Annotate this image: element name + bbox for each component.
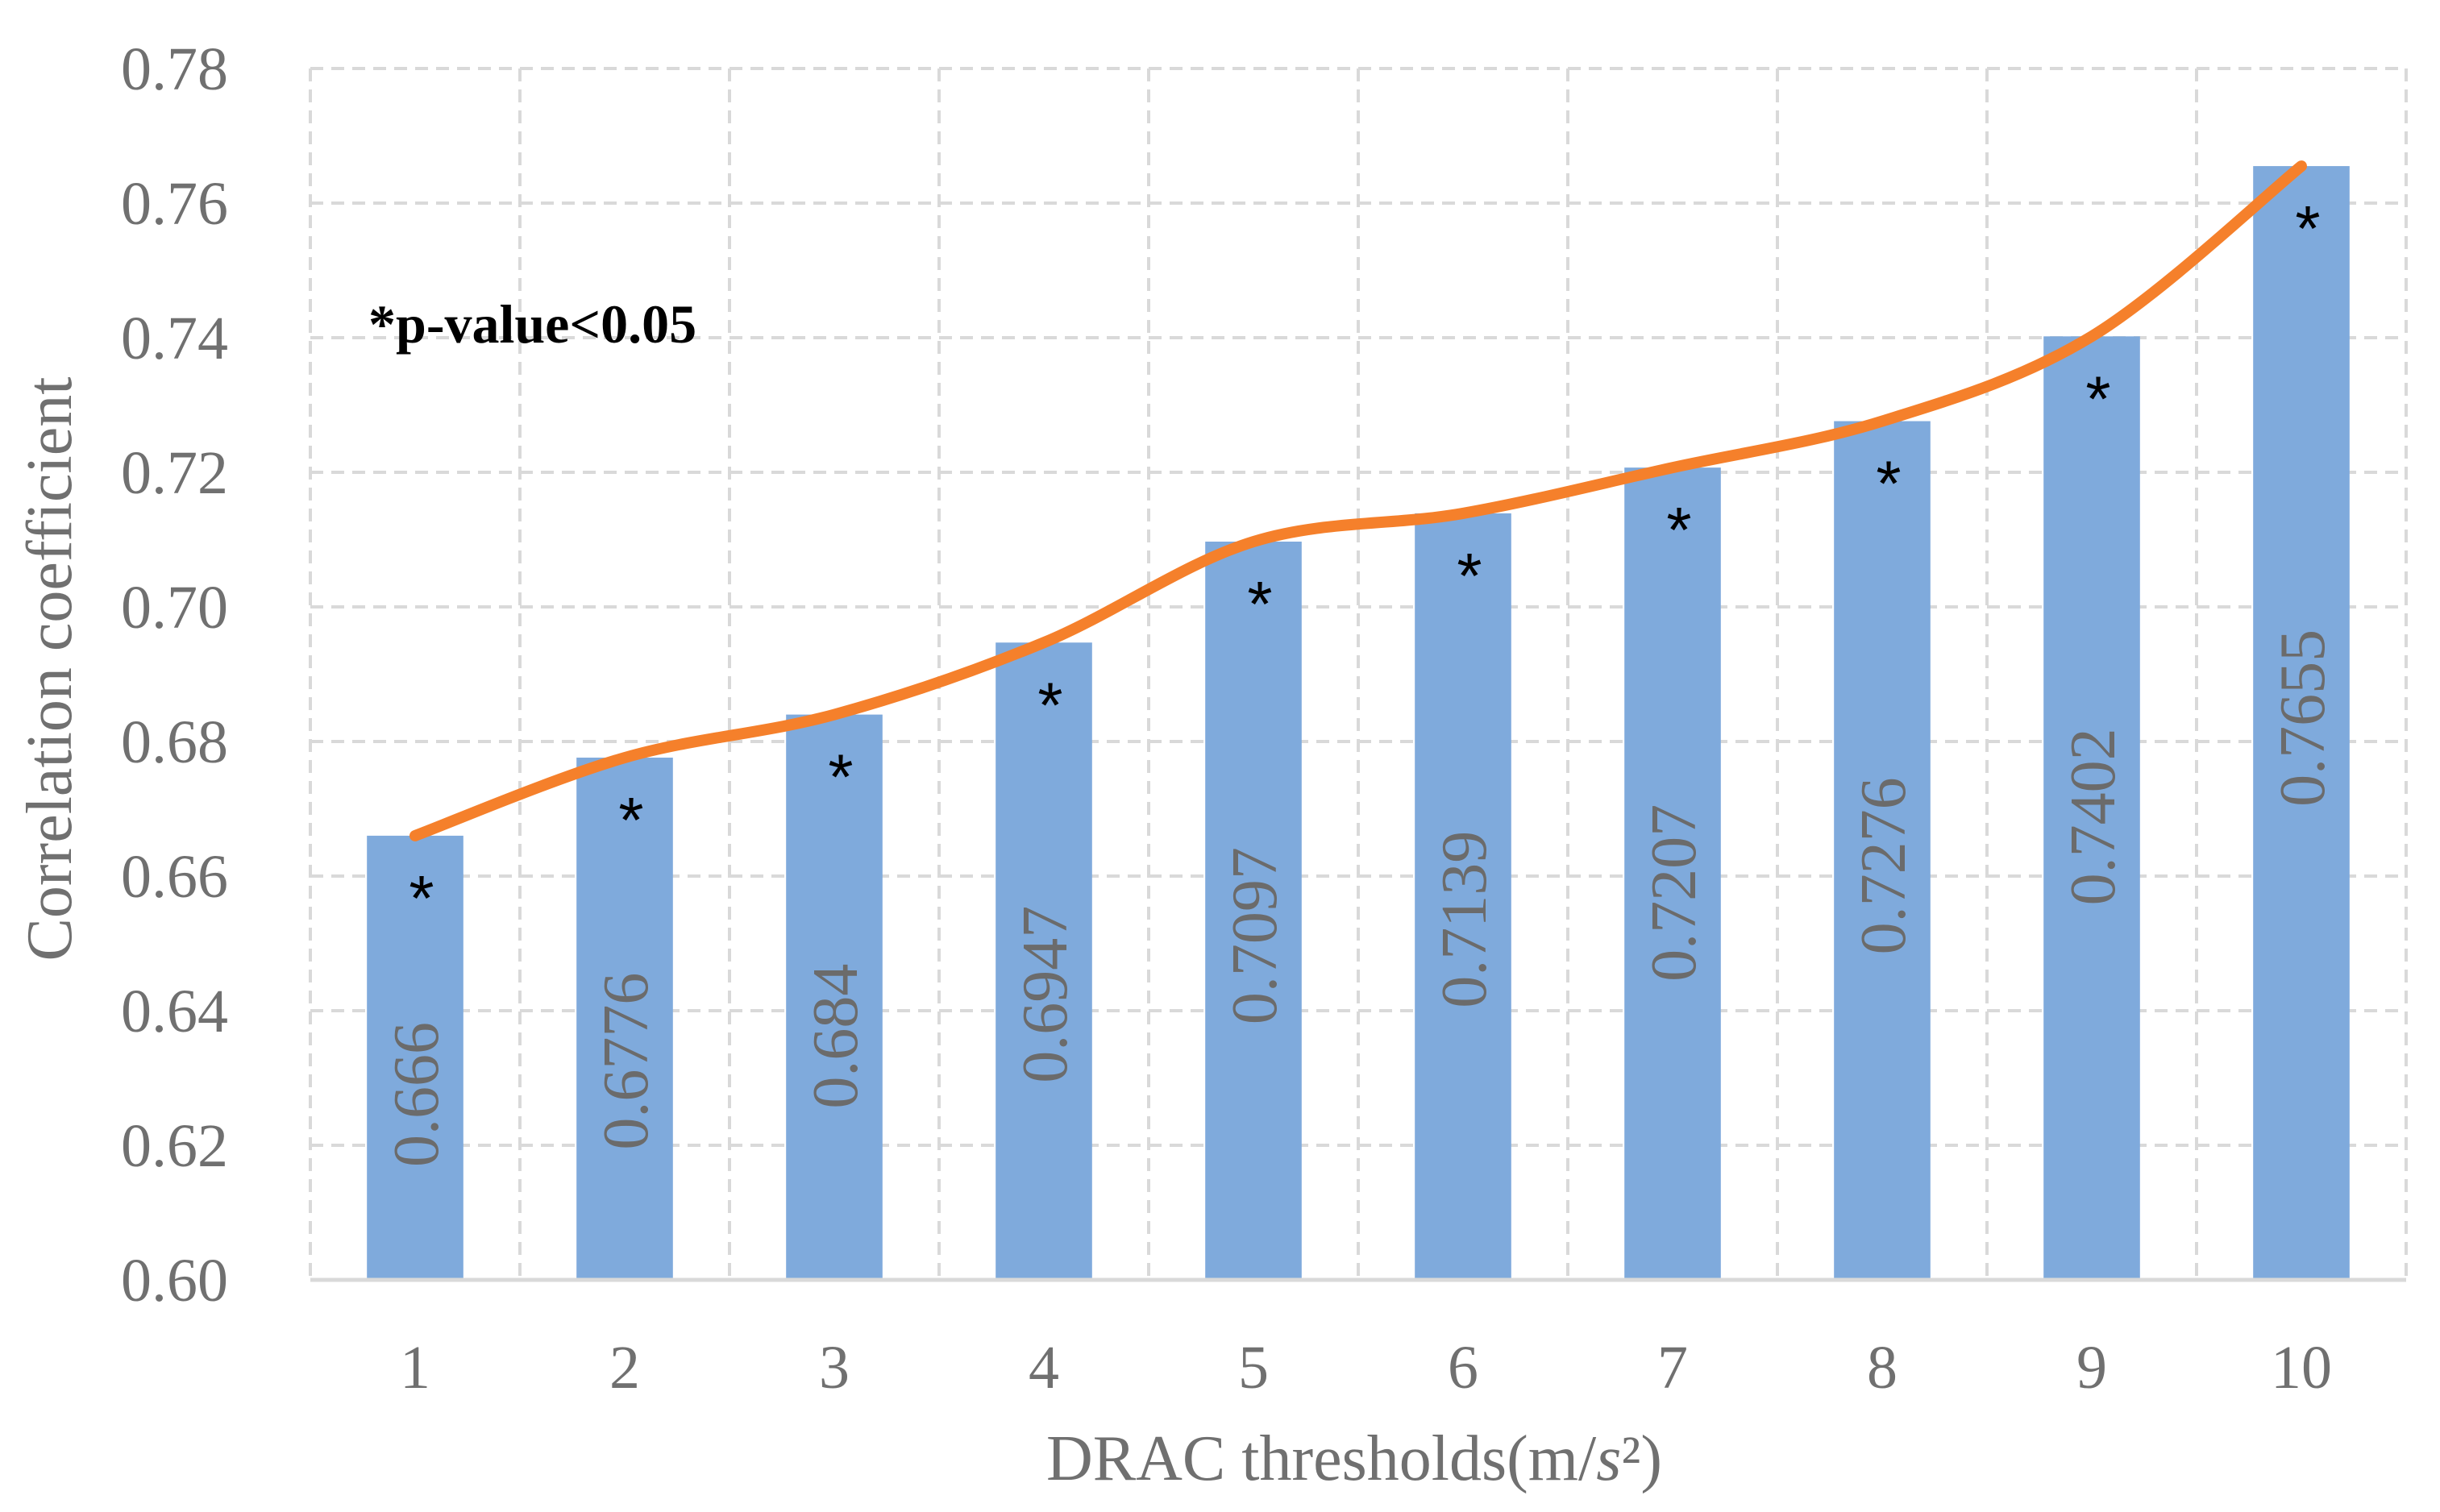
bar-data-label: 0.684: [800, 964, 871, 1109]
data-labels: 0.666 * 0.6776 * 0.684 * 0.6947 * 0.7097 * 0.7139 *…: [381, 193, 2338, 1167]
bar-data-label: 0.7139: [1429, 831, 1500, 1008]
bar: [786, 714, 883, 1280]
significance-star: *: [1247, 568, 1272, 640]
significance-star: *: [1666, 494, 1691, 566]
significance-star: *: [1876, 448, 1901, 520]
y-tick-label: 0.76: [121, 170, 228, 238]
y-tick-label: 0.74: [121, 305, 228, 372]
bar: [1834, 421, 1931, 1280]
significance-star: *: [1037, 669, 1062, 741]
significance-star: *: [1457, 540, 1482, 612]
y-tick-label: 0.70: [121, 574, 228, 642]
x-tick-label: 4: [1029, 1334, 1059, 1402]
x-axis-title: DRAC thresholds(m/s²): [1046, 1423, 1662, 1494]
significance-star: *: [2085, 363, 2110, 434]
x-tick-label: 7: [1657, 1334, 1688, 1402]
bar-data-label: 0.7276: [1848, 777, 1919, 954]
bar-data-label: 0.7655: [2267, 629, 2338, 807]
bar: [2043, 336, 2140, 1281]
x-axis-title-italic: s: [1596, 1423, 1621, 1494]
x-tick-label: 10: [2271, 1334, 2332, 1402]
x-tick-label: 8: [1867, 1334, 1898, 1402]
bar-data-label: 0.6947: [1010, 906, 1081, 1083]
bars: [367, 166, 2350, 1281]
bar: [1205, 542, 1302, 1280]
x-tick-label: 2: [609, 1334, 640, 1402]
trend-line: [409, 160, 2307, 841]
bar: [1624, 467, 1721, 1280]
bar: [576, 758, 673, 1280]
trend-line-layer: [409, 160, 2307, 841]
significance-star: *: [618, 784, 643, 856]
y-tick-label: 0.72: [121, 439, 228, 507]
bar: [1415, 513, 1511, 1280]
y-tick-label: 0.62: [121, 1112, 228, 1180]
x-tick-label: 6: [1448, 1334, 1478, 1402]
y-axis-title: Correlation coefficient: [15, 377, 85, 962]
x-tick-label: 1: [400, 1334, 430, 1402]
y-tick-label: 0.78: [121, 35, 228, 103]
bar-data-label: 0.6776: [591, 973, 662, 1150]
x-tick-label: 9: [2076, 1334, 2107, 1402]
axes: 0.60 0.62 0.64 0.66 0.68 0.70 0.72 0.74 0.76 0.78…: [121, 35, 2406, 1402]
y-tick-label: 0.60: [121, 1247, 228, 1315]
y-tick-label: 0.64: [121, 978, 228, 1045]
significance-star: *: [828, 741, 853, 813]
bar-data-label: 0.7207: [1639, 804, 1710, 982]
x-tick-label: 5: [1238, 1334, 1269, 1402]
y-tick-label: 0.66: [121, 843, 228, 911]
significance-star: *: [409, 862, 434, 934]
x-axis-title-prefix: DRAC thresholds(m/: [1046, 1423, 1597, 1494]
y-tick-label: 0.68: [121, 708, 228, 776]
bar: [996, 642, 1092, 1280]
bar-data-label: 0.7097: [1220, 847, 1291, 1024]
x-tick-label: 3: [819, 1334, 850, 1402]
bar: [2253, 166, 2350, 1281]
significance-annotation: *p-value<0.05: [368, 293, 696, 355]
bar: [367, 835, 463, 1280]
bar-data-label: 0.666: [381, 1022, 452, 1167]
bar-data-label: 0.7402: [2058, 728, 2129, 905]
x-axis-title-suffix: ²): [1621, 1423, 1662, 1494]
significance-star: *: [2295, 193, 2320, 264]
